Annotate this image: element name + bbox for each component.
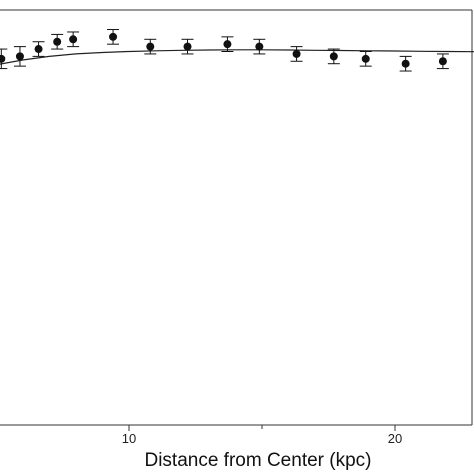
data-point [255,42,264,51]
x-axis-title: Distance from Center (kpc) [144,450,371,471]
data-point [223,40,232,49]
data-point [438,57,447,66]
data-point [15,52,24,61]
data-point [53,37,62,46]
x-axis: 10 20 [122,425,402,446]
data-point [109,32,118,41]
x-tick-label: 10 [122,431,136,446]
data-marks [0,29,474,72]
data-point [401,59,410,68]
x-tick-label: 20 [388,431,402,446]
data-point [292,49,301,58]
data-point [183,42,192,51]
data-point [146,42,155,51]
model-curve [0,49,474,65]
data-point [34,45,43,54]
data-point [69,35,78,44]
data-point [329,52,338,61]
data-point [361,54,370,63]
data-point [0,54,6,63]
